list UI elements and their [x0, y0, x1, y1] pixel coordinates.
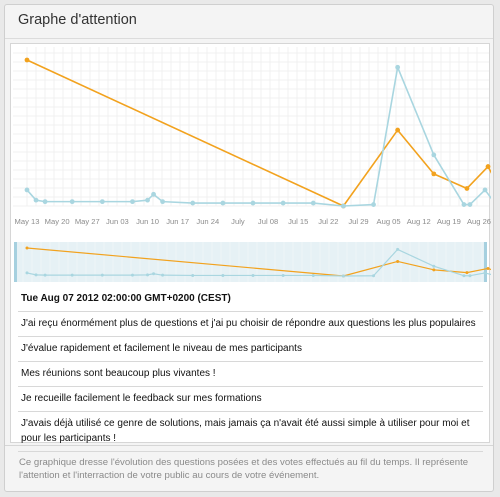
navigator-point-1-15[interactable] [372, 274, 376, 278]
x-tick-label: Aug 19 [437, 217, 461, 226]
x-tick-label: May 20 [45, 217, 70, 226]
x-tick-label: July [231, 217, 245, 226]
navigator-point-1-14[interactable] [341, 274, 345, 278]
x-axis-ticks: May 13 May 20 May 27 Jun 03 Jun 10 Jun 17 Jun … [15, 217, 491, 226]
navigator-point-1-19[interactable] [468, 274, 472, 278]
navigator-point-1-4[interactable] [100, 273, 104, 277]
navigator-point-0-2[interactable] [396, 259, 400, 263]
series-point-1-19[interactable] [467, 202, 473, 207]
series-point-1-8[interactable] [160, 199, 166, 205]
info-timestamp: Tue Aug 07 2012 02:00:00 GMT+0200 (CEST) [21, 293, 231, 304]
navigator-point-1-3[interactable] [70, 273, 74, 277]
x-tick-label: Jul 22 [318, 217, 338, 226]
navigator-point-1-17[interactable] [432, 264, 436, 268]
navigator-point-1-10[interactable] [221, 273, 225, 277]
x-tick-label: May 13 [15, 217, 40, 226]
navigator-point-1-6[interactable] [146, 273, 150, 277]
series-point-1-6[interactable] [145, 197, 150, 203]
series-point-1-2[interactable] [42, 199, 48, 205]
x-tick-label: Aug 26 [467, 217, 491, 226]
x-tick-label: Jun 10 [136, 217, 159, 226]
info-item-5: J'avais déjà utilisé ce genre de solutio… [18, 411, 483, 452]
attention-graph-panel: Graphe d'attention May 13 May 20 May 27 Jun… [4, 4, 494, 492]
navigator-point-1-13[interactable] [311, 273, 315, 277]
x-tick-label: Aug 05 [377, 217, 401, 226]
navigator-point-1-5[interactable] [130, 273, 134, 277]
info-item-1: J'ai reçu énormément plus de questions e… [18, 311, 483, 336]
navigator-point-1-0[interactable] [25, 271, 29, 275]
info-item-4: Je recueille facilement le feedback sur … [18, 386, 483, 411]
chart-grid [13, 47, 489, 207]
series-point-1-13[interactable] [310, 200, 316, 206]
series-point-1-7[interactable] [151, 191, 156, 197]
chart-card: May 13 May 20 May 27 Jun 03 Jun 10 Jun 17 Jun … [10, 43, 491, 443]
series-point-1-17[interactable] [431, 152, 437, 158]
navigator-point-1-12[interactable] [281, 273, 285, 277]
series-point-0-0[interactable] [24, 57, 30, 63]
x-tick-label: Jul 29 [348, 217, 368, 226]
title-divider [5, 38, 493, 39]
series-point-1-11[interactable] [250, 200, 256, 206]
navigator-point-0-4[interactable] [465, 271, 469, 275]
series-point-1-18[interactable] [461, 202, 467, 207]
navigator-left-handle[interactable] [14, 242, 17, 282]
info-item-2: J'évalue rapidement et facilement le niv… [18, 336, 483, 361]
series-point-1-3[interactable] [69, 199, 75, 205]
series-point-1-10[interactable] [220, 200, 226, 206]
navigator-point-1-16[interactable] [396, 247, 400, 251]
series-point-1-5[interactable] [130, 199, 135, 205]
navigator-point-1-20[interactable] [483, 271, 487, 275]
series-point-1-12[interactable] [280, 200, 286, 206]
series-point-1-15[interactable] [371, 202, 376, 207]
footer-description: Ce graphique dresse l'évolution des ques… [19, 457, 469, 481]
range-navigator[interactable] [14, 242, 491, 282]
navigator-point-1-7[interactable] [152, 272, 156, 276]
navigator-point-1-9[interactable] [191, 273, 195, 277]
navigator-point-1-18[interactable] [462, 274, 466, 278]
navigator-point-1-8[interactable] [161, 273, 165, 277]
navigator-point-0-0[interactable] [25, 246, 29, 250]
x-tick-label: Jul 08 [258, 217, 278, 226]
attention-chart[interactable]: May 13 May 20 May 27 Jun 03 Jun 10 Jun 17 Jun … [11, 44, 491, 284]
series-point-1-20[interactable] [482, 187, 488, 193]
x-tick-label: Jul 15 [288, 217, 308, 226]
series-point-1-16[interactable] [395, 64, 401, 70]
footer-divider [5, 445, 493, 446]
series-line-0 [26, 59, 491, 207]
x-tick-label: Jun 17 [166, 217, 189, 226]
main-series-layer [24, 57, 491, 209]
x-tick-label: May 27 [75, 217, 100, 226]
x-tick-label: Aug 12 [407, 217, 431, 226]
panel-title: Graphe d'attention [18, 12, 137, 28]
navigator-point-0-3[interactable] [432, 268, 436, 272]
series-point-0-5[interactable] [485, 164, 491, 169]
x-tick-label: Jun 24 [196, 217, 219, 226]
navigator-point-1-2[interactable] [43, 273, 47, 277]
series-point-0-4[interactable] [464, 186, 470, 191]
series-point-1-1[interactable] [33, 197, 39, 203]
series-point-1-14[interactable] [341, 203, 346, 209]
series-point-0-3[interactable] [431, 171, 437, 177]
x-tick-label: Jun 03 [106, 217, 129, 226]
navigator-point-1-1[interactable] [34, 273, 38, 277]
series-line-1 [26, 66, 491, 207]
navigator-right-handle[interactable] [484, 242, 487, 282]
series-point-1-9[interactable] [190, 200, 196, 206]
info-item-3: Mes réunions sont beaucoup plus vivantes… [18, 361, 483, 386]
navigator-point-1-11[interactable] [251, 273, 255, 277]
series-point-1-4[interactable] [99, 199, 105, 205]
info-box: Tue Aug 07 2012 02:00:00 GMT+0200 (CEST)… [18, 287, 483, 452]
navigator-point-0-5[interactable] [486, 266, 490, 270]
series-point-0-2[interactable] [395, 127, 401, 133]
series-point-1-0[interactable] [24, 187, 30, 193]
